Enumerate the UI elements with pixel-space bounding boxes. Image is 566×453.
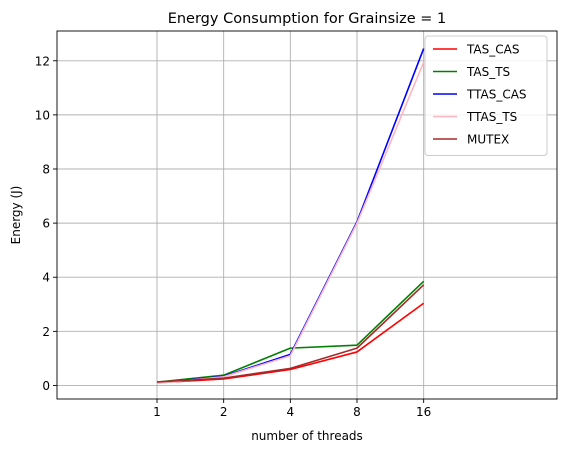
x-tick-label: 1: [153, 405, 161, 419]
legend-label: TAS_CAS: [466, 43, 519, 57]
x-axis-label: number of threads: [251, 429, 363, 443]
y-tick-label: 12: [35, 54, 50, 68]
x-tick-label: 8: [353, 405, 361, 419]
y-tick-label: 6: [42, 217, 50, 231]
y-tick-label: 0: [42, 379, 50, 393]
legend-label: TAS_TS: [466, 65, 510, 79]
y-tick-label: 10: [35, 108, 50, 122]
legend-label: TTAS_TS: [466, 110, 517, 124]
legend-label: TTAS_CAS: [466, 88, 527, 102]
x-tick-label: 2: [220, 405, 228, 419]
y-tick-label: 4: [42, 271, 50, 285]
legend: TAS_CAS TAS_TS TTAS_CAS TTAS_TS MUTEX: [425, 36, 547, 156]
y-tick-label: 8: [42, 163, 50, 177]
x-tick-label: 4: [287, 405, 295, 419]
legend-label: MUTEX: [467, 133, 509, 147]
x-tick-label: 16: [416, 405, 431, 419]
y-tick-label: 2: [42, 325, 50, 339]
y-axis-label: Energy (J): [9, 186, 23, 245]
chart-title: Energy Consumption for Grainsize = 1: [168, 11, 447, 27]
